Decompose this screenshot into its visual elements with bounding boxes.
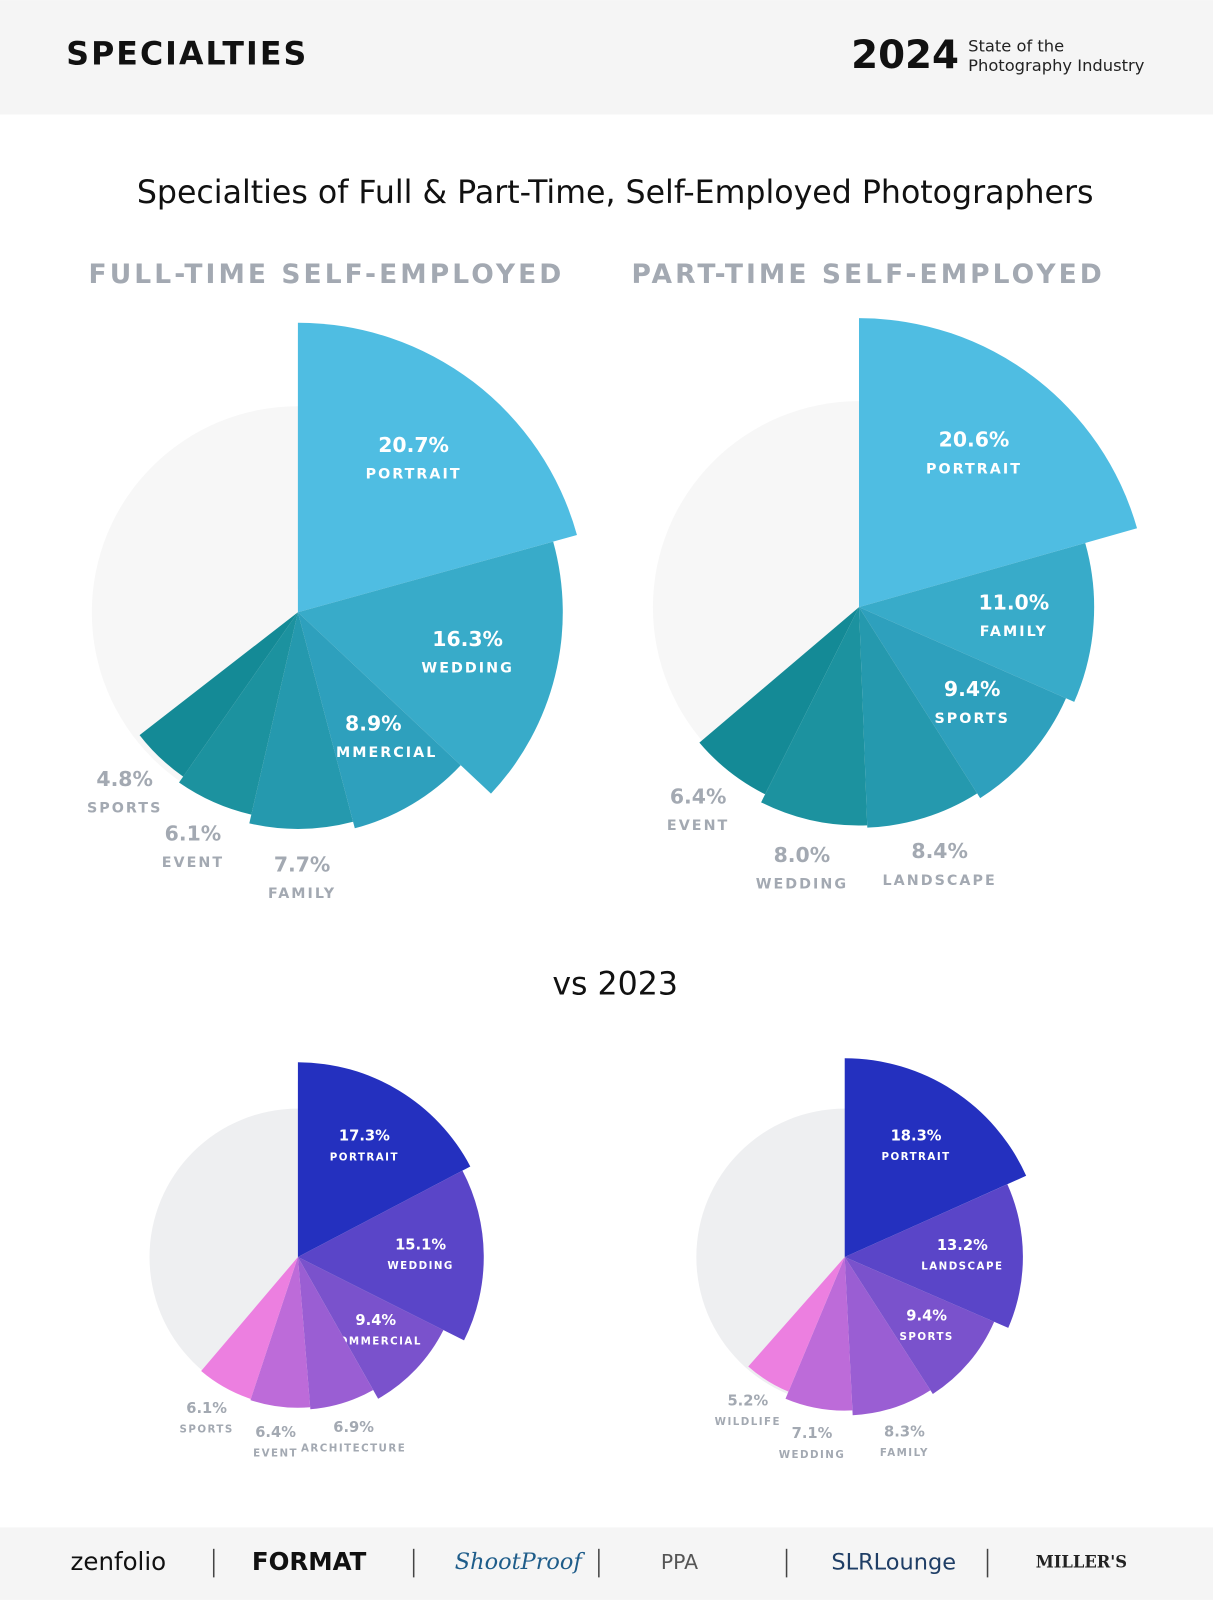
wedge	[858, 542, 1095, 702]
footer-logo: FORMAT	[252, 1547, 367, 1576]
comparison-label: vs 2023	[552, 967, 678, 1003]
wedge	[844, 1184, 1023, 1328]
wedge	[201, 1257, 298, 1399]
wedge	[297, 612, 461, 829]
wedge	[139, 612, 298, 777]
wedge	[699, 607, 859, 795]
wedge	[179, 612, 298, 815]
main-title: Specialties of Full & Part-Time, Self-Em…	[137, 175, 1094, 211]
value-label: 17.3%	[339, 1128, 390, 1145]
category-label: PORTRAIT	[366, 466, 462, 482]
wedge	[844, 1257, 995, 1394]
wedge	[297, 1257, 444, 1399]
wedge	[297, 1170, 484, 1341]
category-label: WILDLIFE	[715, 1416, 781, 1428]
wedge	[748, 1257, 845, 1392]
value-label: 20.7%	[378, 433, 449, 457]
value-label: 13.2%	[937, 1237, 988, 1254]
wedge	[844, 1058, 1027, 1258]
header-title: SPECIALTIES	[66, 36, 308, 72]
wedge	[844, 1257, 931, 1416]
value-label: 9.4%	[944, 677, 1001, 701]
value-label: 6.4%	[255, 1424, 296, 1441]
category-label: EVENT	[162, 855, 224, 871]
category-label: ARCHITECTURE	[301, 1442, 406, 1454]
value-label: 16.3%	[432, 627, 503, 651]
category-label: PORTRAIT	[330, 1151, 399, 1163]
chart-title: FULL-TIME SELF-EMPLOYED	[89, 259, 565, 290]
category-label: FAMILY	[268, 886, 336, 902]
category-label: SPORTS	[87, 801, 162, 817]
wedge	[858, 607, 978, 828]
footer-logo: PPA	[661, 1550, 698, 1574]
value-label: 6.1%	[165, 821, 222, 845]
wedge	[297, 1257, 374, 1410]
value-label: 9.4%	[906, 1307, 947, 1324]
category-label: FAMILY	[880, 1447, 929, 1459]
category-label: SPORTS	[934, 711, 1009, 727]
wedge	[249, 612, 354, 829]
value-label: 8.9%	[345, 712, 402, 736]
wedge	[785, 1257, 853, 1411]
value-label: 6.1%	[186, 1400, 227, 1417]
category-label: EVENT	[253, 1447, 298, 1459]
footer-logo: SLRLounge	[831, 1550, 956, 1576]
category-label: LANDSCAPE	[921, 1261, 1003, 1273]
footer-logo: zenfolio	[71, 1547, 167, 1576]
category-label: EVENT	[667, 818, 729, 834]
value-label: 18.3%	[891, 1128, 942, 1145]
wedge	[858, 607, 1067, 799]
category-label: COMMERCIAL	[309, 745, 437, 761]
wedge	[297, 1062, 471, 1258]
header-band	[0, 0, 1213, 115]
header-subtitle: State of the	[968, 37, 1064, 56]
footer-logo: ShootProof	[455, 1549, 586, 1575]
wedge	[297, 322, 577, 613]
footer-band	[0, 1527, 1213, 1600]
category-label: SPORTS	[900, 1331, 954, 1343]
value-label: 6.4%	[670, 785, 727, 809]
value-label: 8.4%	[911, 839, 968, 863]
value-label: 15.1%	[395, 1237, 446, 1254]
category-label: PORTRAIT	[926, 461, 1022, 477]
wedge	[858, 318, 1138, 608]
value-label: 8.3%	[884, 1424, 925, 1441]
category-label: PORTRAIT	[881, 1151, 950, 1163]
value-label: 7.1%	[792, 1425, 833, 1442]
header-subtitle: Photography Industry	[968, 56, 1145, 75]
value-label: 6.9%	[333, 1419, 374, 1436]
header-year: 2024	[851, 33, 959, 78]
category-label: COMMERCIAL	[330, 1335, 422, 1347]
wedge	[250, 1257, 311, 1408]
value-label: 11.0%	[978, 591, 1049, 615]
value-label: 4.8%	[96, 767, 153, 791]
footer-logo: MILLER'S	[1036, 1553, 1127, 1572]
value-label: 8.0%	[774, 843, 831, 867]
category-label: SPORTS	[179, 1424, 233, 1436]
value-label: 5.2%	[727, 1393, 768, 1410]
category-label: LANDSCAPE	[883, 873, 997, 889]
value-label: 9.4%	[355, 1312, 396, 1329]
category-label: FAMILY	[980, 624, 1048, 640]
chart-title: PART-TIME SELF-EMPLOYED	[632, 259, 1105, 290]
value-label: 7.7%	[274, 853, 331, 877]
footer-logos: zenfolio FORMAT ShootProof PPA SLRLounge MILL…	[71, 1547, 1127, 1578]
category-label: WEDDING	[756, 877, 848, 893]
wedge	[297, 541, 563, 794]
value-label: 20.6%	[939, 428, 1010, 452]
category-label: WEDDING	[387, 1260, 454, 1272]
category-label: WEDDING	[421, 660, 513, 676]
category-label: WEDDING	[779, 1449, 846, 1461]
wedge	[761, 607, 868, 826]
